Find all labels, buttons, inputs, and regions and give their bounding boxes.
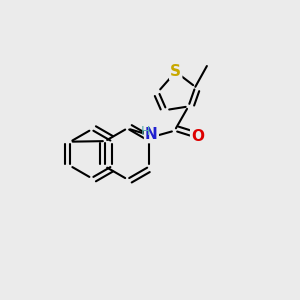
Text: N: N	[145, 127, 158, 142]
Text: S: S	[170, 64, 181, 79]
Text: O: O	[191, 129, 204, 144]
Text: H: H	[141, 125, 150, 138]
